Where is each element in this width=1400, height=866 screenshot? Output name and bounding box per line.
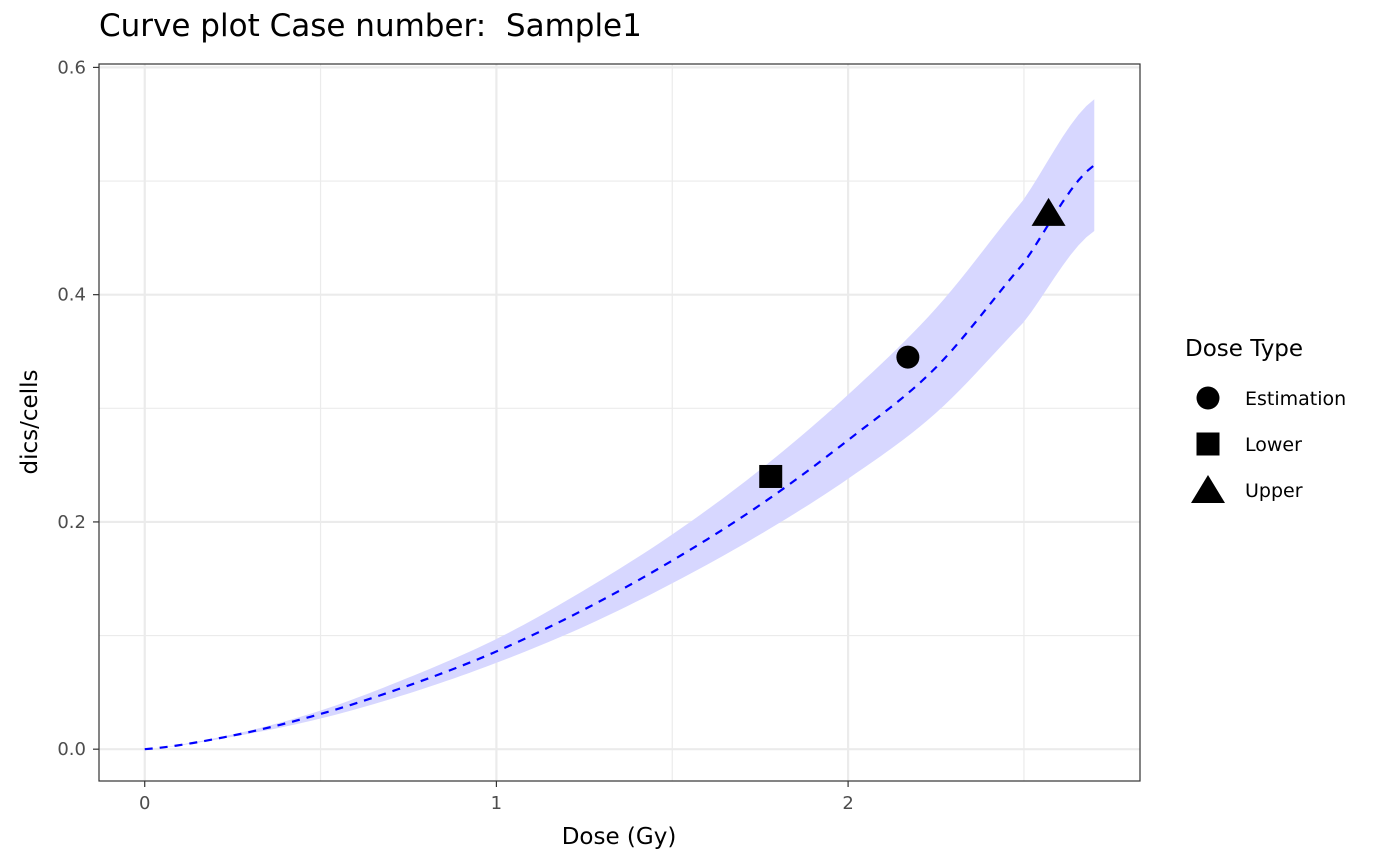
y-axis-title: dics/cells (17, 370, 43, 475)
axes: 0 1 2 0.0 0.2 0.4 0.6 (57, 57, 853, 814)
y-tick-label: 0.2 (57, 512, 86, 533)
legend-label-estimation: Estimation (1245, 388, 1346, 410)
confidence-band-layer (144, 99, 1095, 750)
y-tick-label: 0.6 (57, 57, 86, 78)
grid (99, 64, 1140, 781)
x-tick-label: 2 (842, 793, 853, 814)
y-tick-label: 0.4 (57, 285, 86, 306)
point-estimation (896, 345, 920, 369)
x-axis-title: Dose (Gy) (562, 824, 677, 850)
legend-label-lower: Lower (1245, 434, 1302, 456)
fitted-curve-line (144, 164, 1095, 751)
y-tick-label: 0.0 (57, 739, 86, 760)
chart-title: Curve plot Case number: Sample1 (99, 8, 642, 44)
legend-title: Dose Type (1185, 336, 1303, 362)
point-upper (1031, 197, 1066, 226)
point-lower (759, 464, 783, 488)
dose-points-layer (759, 197, 1066, 488)
legend-key-lower (1196, 432, 1220, 456)
legend-key-estimation (1196, 386, 1220, 410)
fitted-curve-layer (144, 164, 1095, 751)
confidence-band (144, 99, 1095, 750)
legend-label-upper: Upper (1245, 480, 1303, 502)
legend: Dose Type Estimation Lower Upper (1185, 336, 1346, 503)
plot-panel-border (98, 63, 1141, 782)
x-tick-label: 0 (139, 793, 150, 814)
x-tick-label: 1 (491, 793, 502, 814)
legend-key-upper (1191, 475, 1225, 503)
